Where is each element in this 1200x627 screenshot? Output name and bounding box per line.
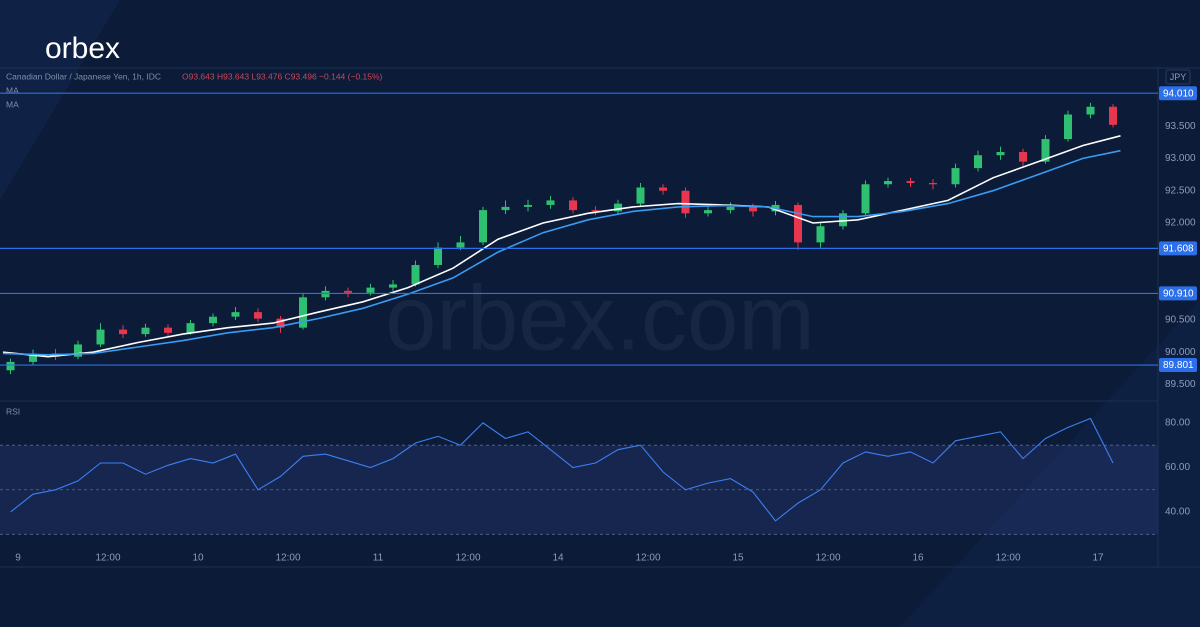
candle-body — [456, 242, 465, 248]
candle-body — [524, 204, 532, 207]
x-tick-label: 9 — [15, 553, 21, 564]
x-tick-label: 12:00 — [95, 553, 120, 564]
level-tag — [1159, 286, 1197, 301]
candle-body — [1109, 106, 1117, 125]
x-tick-label: 17 — [1092, 553, 1104, 564]
watermark: orbex.com — [385, 267, 815, 369]
rsi-title: RSI — [6, 406, 20, 416]
candle-body — [1064, 114, 1072, 140]
candle-body — [389, 284, 397, 288]
logo: orbex — [45, 32, 120, 65]
x-tick-label: 12:00 — [635, 553, 660, 564]
y-tick-label: 92.500 — [1165, 185, 1196, 196]
x-tick-label: 12:00 — [815, 553, 840, 564]
candle-body — [704, 210, 712, 214]
level-tag — [1159, 241, 1197, 256]
y-tick-label: 80.00 — [1165, 418, 1190, 429]
candle-body — [794, 204, 802, 243]
x-tick-label: 10 — [192, 553, 204, 564]
candle-body — [636, 187, 645, 204]
x-tick-label: 14 — [552, 553, 564, 564]
candle-body — [681, 190, 690, 214]
x-tick-label: 12:00 — [455, 553, 480, 564]
candle-body — [906, 181, 915, 183]
candle-body — [726, 206, 735, 211]
level-label: 91.608 — [1163, 243, 1194, 254]
candle-body — [591, 210, 600, 212]
candle-body — [996, 151, 1005, 156]
level-label: 89.801 — [1163, 360, 1194, 371]
candle-body — [839, 213, 847, 227]
candle-body — [186, 323, 195, 333]
candle-body — [974, 155, 982, 169]
level-label: 94.010 — [1163, 88, 1194, 99]
ohlc-readout: O93.643 H93.643 L93.476 C93.496 −0.144 (… — [182, 71, 383, 81]
y-tick-label: 90.500 — [1165, 315, 1196, 326]
legend-entry: MA — [6, 85, 19, 95]
moving-average — [2, 149, 1121, 356]
candle-body — [119, 329, 127, 335]
candle-body — [749, 206, 757, 212]
level-tag — [1159, 358, 1197, 373]
candle-body — [479, 210, 487, 243]
y-tick-label: 93.000 — [1165, 153, 1196, 164]
candle-body — [209, 316, 217, 324]
chart-title: Canadian Dollar / Japanese Yen, 1h, IDC — [6, 71, 161, 81]
x-tick-label: 12:00 — [995, 553, 1020, 564]
candle-body — [1086, 106, 1095, 115]
candle-body — [231, 312, 240, 317]
candle-body — [254, 312, 262, 319]
level-label: 90.910 — [1163, 289, 1194, 300]
candle-body — [321, 290, 330, 298]
candle-body — [96, 329, 105, 345]
y-tick-label: 93.500 — [1165, 121, 1196, 132]
y-tick-label: 40.00 — [1165, 507, 1190, 518]
candle-body — [164, 327, 172, 333]
candle-body — [884, 181, 892, 185]
currency: JPY — [1170, 72, 1187, 82]
x-tick-label: 15 — [732, 553, 744, 564]
candle-body — [6, 361, 15, 371]
y-tick-label: 89.500 — [1165, 379, 1196, 390]
candle-body — [659, 187, 667, 191]
candle-body — [1041, 139, 1050, 162]
candle-body — [434, 247, 442, 266]
candle-body — [344, 290, 352, 293]
candle-body — [299, 297, 307, 328]
y-tick-label: 92.000 — [1165, 218, 1196, 229]
candle-body — [74, 344, 82, 357]
x-tick-label: 11 — [373, 553, 384, 564]
level-tag — [1159, 86, 1197, 101]
legend-entry: MA — [6, 99, 19, 109]
currency-box — [1165, 69, 1191, 85]
candle-body — [546, 200, 555, 205]
candle-body — [569, 200, 577, 211]
y-tick-label: 60.00 — [1165, 462, 1190, 473]
moving-average — [2, 135, 1121, 358]
x-tick-label: 16 — [912, 553, 924, 564]
candle-body — [366, 287, 375, 293]
candle-body — [951, 168, 960, 185]
candle-body — [816, 226, 825, 243]
y-tick-label: 90.000 — [1165, 347, 1196, 358]
decor — [0, 0, 120, 200]
candle-body — [1019, 151, 1027, 162]
x-tick-label: 12:00 — [275, 553, 300, 564]
candle-body — [929, 182, 937, 185]
candle-body — [614, 203, 622, 212]
candle-body — [501, 206, 510, 211]
candle-body — [29, 353, 37, 362]
decor — [900, 300, 1200, 627]
candle-body — [276, 318, 285, 328]
rsi-line — [10, 417, 1114, 522]
candle-body — [861, 184, 870, 214]
candle-body — [141, 327, 150, 335]
candle-body — [411, 265, 420, 285]
